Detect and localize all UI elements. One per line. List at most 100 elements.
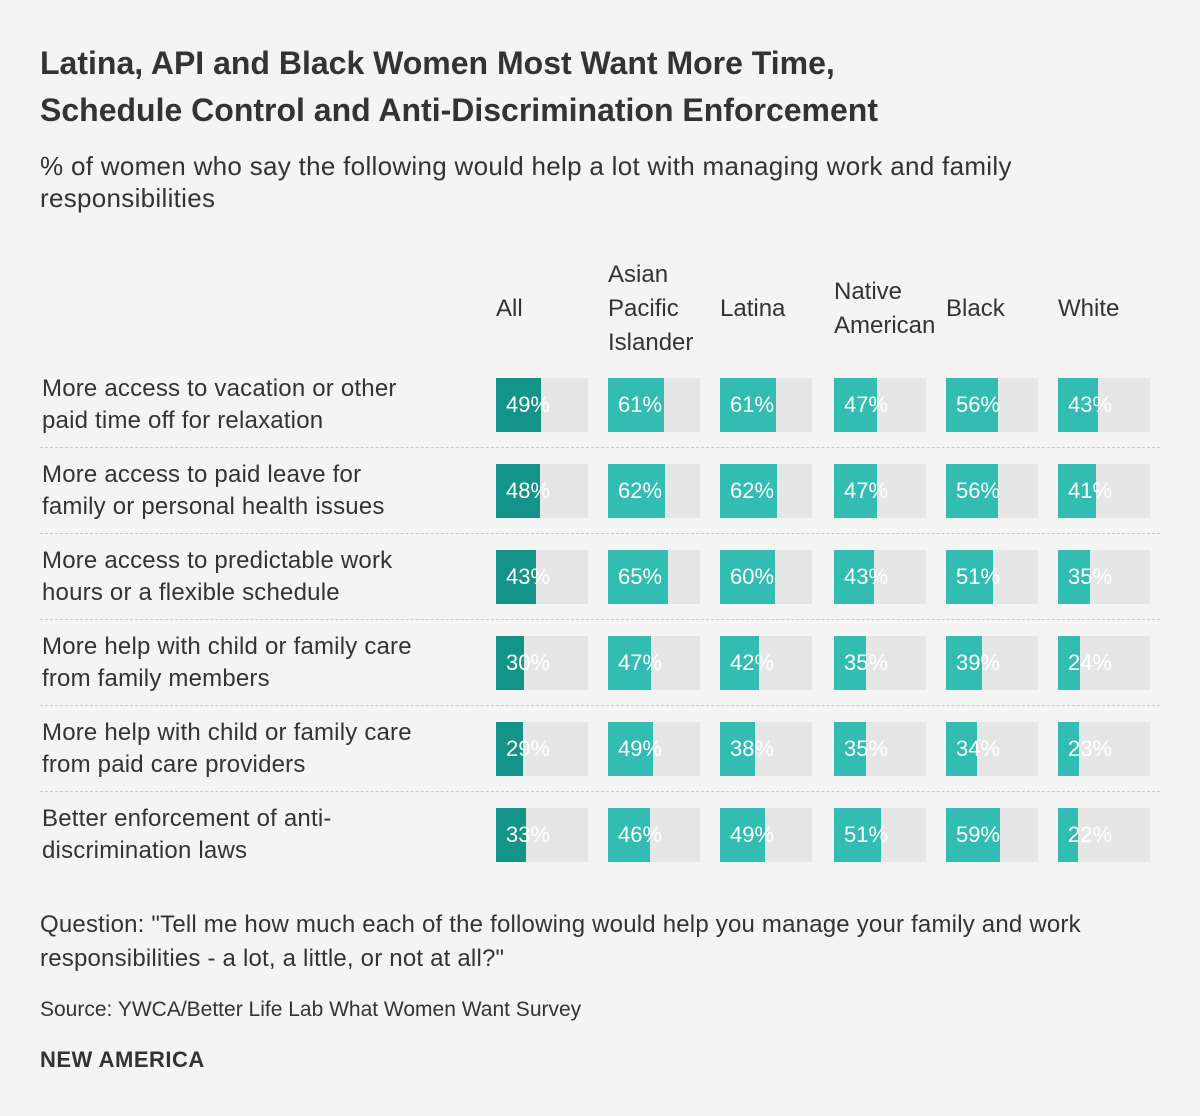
bar-value-label: 65% xyxy=(618,564,663,589)
bar-fill xyxy=(720,464,777,518)
chart-title: Latina, API and Black Women Most Want Mo… xyxy=(40,40,1160,134)
bar-fill xyxy=(946,636,982,690)
bar-track: 35% xyxy=(1058,550,1150,604)
bar-value-label: 47% xyxy=(844,392,889,417)
bar-value-label: 39% xyxy=(956,650,1001,675)
bar-track: 30% xyxy=(496,636,588,690)
bar-fill xyxy=(496,378,541,432)
bar-track: 34% xyxy=(946,722,1038,776)
bar-fill xyxy=(946,550,993,604)
bar-fill xyxy=(1058,808,1078,862)
bar-value-label: 46% xyxy=(618,822,663,847)
bar-fill xyxy=(834,808,881,862)
bar-track: 35% xyxy=(834,722,926,776)
column-header: Latina xyxy=(720,295,786,322)
bar-track: 65% xyxy=(608,550,700,604)
bar-track: 61% xyxy=(720,378,812,432)
bar-fill xyxy=(496,808,526,862)
bar-value-label: 43% xyxy=(506,564,551,589)
row-label: More help with child or family care from… xyxy=(42,633,412,692)
bar-track: 51% xyxy=(834,808,926,862)
bar-value-label: 47% xyxy=(618,650,663,675)
bar-track: 62% xyxy=(720,464,812,518)
bar-value-label: 47% xyxy=(844,478,889,503)
row-divider xyxy=(40,619,1160,620)
bar-fill xyxy=(946,464,998,518)
bar-track: 51% xyxy=(946,550,1038,604)
bar-fill xyxy=(834,464,877,518)
bar-value-label: 49% xyxy=(618,736,663,761)
bar-fill xyxy=(608,722,653,776)
bar-fill xyxy=(834,378,877,432)
chart-subtitle: % of women who say the following would h… xyxy=(40,151,1012,213)
row-divider xyxy=(40,447,1160,448)
bar-value-label: 43% xyxy=(1068,392,1113,417)
bar-fill xyxy=(496,464,540,518)
bar-value-label: 60% xyxy=(730,564,775,589)
bar-track: 61% xyxy=(608,378,700,432)
bar-track: 43% xyxy=(1058,378,1150,432)
bar-fill xyxy=(1058,722,1079,776)
bar-track: 47% xyxy=(608,636,700,690)
bar-track: 42% xyxy=(720,636,812,690)
bar-value-label: 42% xyxy=(730,650,775,675)
bar-track: 47% xyxy=(834,378,926,432)
bar-value-label: 62% xyxy=(730,478,775,503)
bar-fill xyxy=(1058,550,1090,604)
bar-value-label: 43% xyxy=(844,564,889,589)
bar-value-label: 59% xyxy=(956,822,1001,847)
bar-value-label: 51% xyxy=(956,564,1001,589)
bar-fill xyxy=(720,378,776,432)
row-label: More help with child or family care from… xyxy=(42,719,412,778)
bar-fill xyxy=(608,464,665,518)
bar-track: 35% xyxy=(834,636,926,690)
bar-fill xyxy=(946,722,977,776)
row-label: More access to vacation or other paid ti… xyxy=(42,375,397,434)
bar-fill xyxy=(834,636,866,690)
brand-logo-text: NEW AMERICA xyxy=(40,1047,205,1072)
bar-track: 59% xyxy=(946,808,1038,862)
bar-fill xyxy=(608,636,651,690)
bar-track: 39% xyxy=(946,636,1038,690)
bar-track: 56% xyxy=(946,464,1038,518)
column-header: Asian Pacific Islander xyxy=(608,261,694,356)
row-divider xyxy=(40,533,1160,534)
bar-fill xyxy=(608,808,650,862)
title-line-2: Schedule Control and Anti-Discrimination… xyxy=(40,92,878,128)
bar-track: 47% xyxy=(834,464,926,518)
bar-value-label: 33% xyxy=(506,822,551,847)
column-header: White xyxy=(1058,295,1120,322)
bar-track: 41% xyxy=(1058,464,1150,518)
row-divider xyxy=(40,791,1160,792)
bar-value-label: 30% xyxy=(506,650,551,675)
bar-track: 56% xyxy=(946,378,1038,432)
bar-value-label: 34% xyxy=(956,736,1001,761)
bar-value-label: 62% xyxy=(618,478,663,503)
bar-value-label: 48% xyxy=(506,478,551,503)
row-label: More access to predictable work hours or… xyxy=(42,547,393,606)
bar-value-label: 49% xyxy=(730,822,775,847)
bar-fill xyxy=(834,722,866,776)
bar-value-label: 49% xyxy=(506,392,551,417)
bar-value-label: 41% xyxy=(1068,478,1113,503)
bar-value-label: 56% xyxy=(956,392,1001,417)
bar-track: 23% xyxy=(1058,722,1150,776)
bar-track: 48% xyxy=(496,464,588,518)
bar-value-label: 56% xyxy=(956,478,1001,503)
bar-fill xyxy=(608,550,668,604)
column-header: Native American xyxy=(834,278,936,339)
bar-value-label: 23% xyxy=(1068,736,1113,761)
column-header: All xyxy=(496,295,523,322)
bar-value-label: 38% xyxy=(730,736,775,761)
bar-fill xyxy=(720,722,755,776)
bar-value-label: 61% xyxy=(730,392,775,417)
bar-fill xyxy=(946,808,1000,862)
question-note: Question: "Tell me how much each of the … xyxy=(40,911,1081,972)
column-header: Black xyxy=(946,295,1005,322)
bar-fill xyxy=(496,636,524,690)
bar-value-label: 29% xyxy=(506,736,551,761)
title-line-1: Latina, API and Black Women Most Want Mo… xyxy=(40,45,835,81)
bar-track: 38% xyxy=(720,722,812,776)
bar-track: 60% xyxy=(720,550,812,604)
source-note: Source: YWCA/Better Life Lab What Women … xyxy=(40,998,582,1021)
